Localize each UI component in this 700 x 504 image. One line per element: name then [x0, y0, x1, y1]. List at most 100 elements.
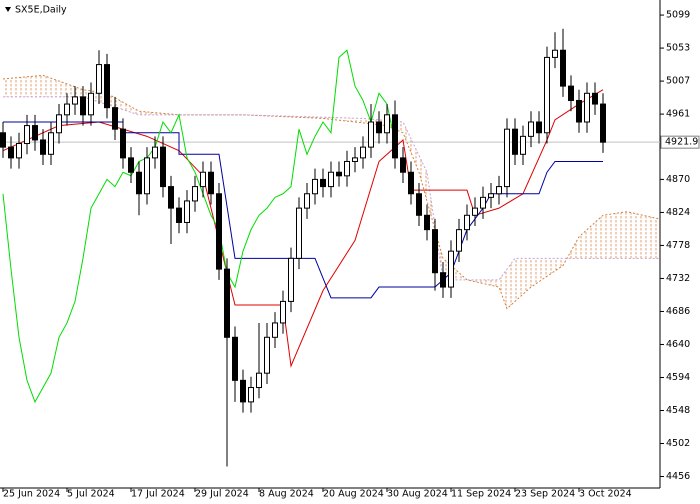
candle-body	[416, 193, 422, 216]
plot-area	[0, 28, 660, 467]
candle-body	[16, 143, 22, 159]
y-tick-label: 4502	[666, 438, 690, 449]
candle-body	[272, 322, 278, 338]
y-tick-label: 4824	[666, 207, 690, 218]
candle-body	[536, 121, 542, 134]
candle-body	[32, 125, 38, 141]
candle-body	[104, 64, 110, 109]
candle-body	[120, 128, 126, 159]
candle-body	[24, 125, 30, 145]
candle-body	[352, 157, 358, 162]
candle-body	[424, 214, 430, 231]
candle-body	[408, 171, 414, 195]
candle-body	[568, 85, 574, 101]
candle-body	[8, 146, 14, 159]
candle-body	[48, 132, 54, 155]
candle-body	[400, 157, 406, 173]
price-label: 4921.9	[665, 137, 698, 148]
candle-body	[0, 132, 6, 148]
candle-body	[304, 193, 310, 209]
y-tick-label: 4456	[666, 471, 690, 482]
candle-body	[520, 135, 526, 155]
candle-body	[264, 336, 270, 374]
candle-body	[192, 186, 198, 202]
candle-body	[464, 214, 470, 231]
candle-body	[240, 379, 246, 403]
y-tick-label: 4732	[666, 273, 690, 284]
candle-body	[544, 56, 550, 134]
candle-body	[504, 128, 510, 188]
candle-body	[168, 186, 174, 209]
x-tick-label: 3 Oct 2024	[579, 489, 632, 500]
candle-body	[40, 139, 46, 155]
x-tick-label: 11 Sep 2024	[451, 489, 511, 500]
y-tick-label: 4594	[666, 372, 690, 383]
candle-body	[176, 207, 182, 223]
candle-body	[288, 257, 294, 302]
candle-body	[248, 387, 254, 403]
indicator-line	[3, 121, 603, 299]
y-tick-label: 4870	[666, 174, 690, 185]
y-tick-label: 4548	[666, 405, 690, 416]
candle-body	[592, 92, 598, 105]
candle-body	[256, 372, 262, 389]
x-tick-label: 5 Jul 2024	[67, 489, 115, 500]
candle-body	[136, 171, 142, 195]
y-tick-label: 5053	[666, 43, 690, 54]
x-tick-label: 25 Jun 2024	[3, 489, 60, 500]
cloud-edge	[2, 74, 660, 310]
y-tick-label: 4640	[666, 339, 690, 350]
x-tick-label: 30 Aug 2024	[387, 489, 448, 500]
candle-body	[312, 178, 318, 195]
candle-body	[496, 186, 502, 195]
x-tick-label: 8 Aug 2024	[259, 489, 314, 500]
candle-body	[480, 196, 486, 209]
x-tick-label: 17 Jul 2024	[131, 489, 185, 500]
y-tick-label: 4961	[666, 109, 690, 120]
candle-body	[208, 171, 214, 195]
candle-body	[144, 157, 150, 195]
candle-body	[56, 114, 62, 134]
candle-body	[184, 200, 190, 223]
candle-body	[280, 300, 286, 324]
candle-body	[344, 160, 350, 177]
candle-body	[96, 64, 102, 94]
candle-body	[384, 114, 390, 134]
candle-body	[472, 207, 478, 216]
indicator-line	[2, 89, 604, 368]
candle-body	[200, 171, 206, 188]
candle-body	[80, 96, 86, 116]
candle-body	[432, 229, 438, 274]
candle-body	[296, 207, 302, 259]
candle-body	[456, 229, 462, 252]
candle-body	[584, 92, 590, 123]
candle-body	[392, 114, 398, 159]
price-label-box	[660, 135, 700, 149]
y-tick-label: 5007	[666, 76, 690, 87]
candle-body	[528, 121, 534, 137]
candle-body	[552, 49, 558, 58]
indicator-line	[2, 49, 396, 404]
candle-body	[512, 128, 518, 155]
candle-body	[448, 250, 454, 288]
candle-body	[488, 193, 494, 198]
title-icon	[5, 7, 11, 12]
x-tick-label: 29 Jul 2024	[195, 489, 249, 500]
candle-body	[336, 171, 342, 177]
candle-body	[600, 103, 606, 143]
candle-body	[160, 146, 166, 188]
y-tick-label: 5099	[666, 10, 690, 21]
candle-body	[216, 193, 222, 270]
x-tick-label: 20 Aug 2024	[323, 489, 384, 500]
candle-body	[224, 268, 230, 338]
candle-body	[376, 121, 382, 134]
y-tick-label: 4686	[666, 306, 690, 317]
candle-body	[328, 171, 334, 188]
candle-body	[320, 178, 326, 188]
cloud-edge	[3, 96, 659, 281]
x-tick-label: 23 Sep 2024	[515, 489, 575, 500]
candle-body	[112, 107, 118, 130]
chart-title: SX5E,Daily	[15, 5, 67, 16]
